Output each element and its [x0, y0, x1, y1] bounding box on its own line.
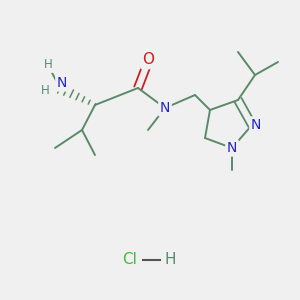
Text: N: N	[227, 141, 237, 155]
Text: N: N	[160, 101, 170, 115]
Text: H: H	[164, 253, 176, 268]
Text: N: N	[57, 76, 67, 90]
Text: H: H	[40, 83, 50, 97]
Text: H: H	[44, 58, 52, 71]
Text: Cl: Cl	[123, 253, 137, 268]
Text: N: N	[251, 118, 261, 132]
Text: O: O	[142, 52, 154, 68]
